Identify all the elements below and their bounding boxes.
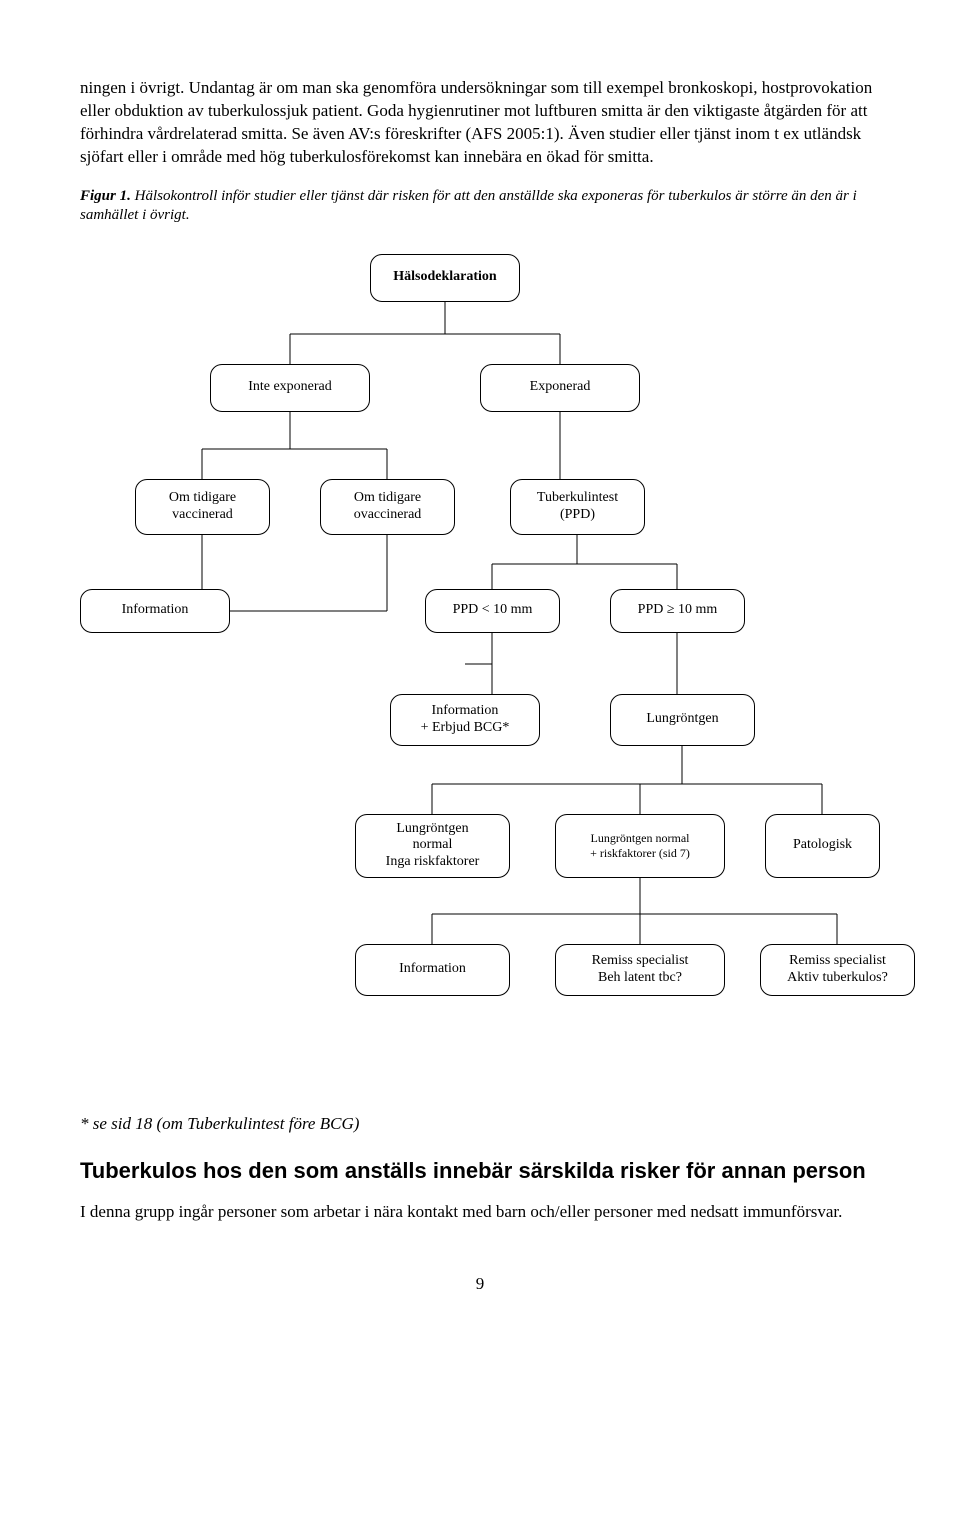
node-vacc: Om tidigarevaccinerad (135, 479, 270, 535)
figure-label: Figur 1. (80, 188, 131, 204)
node-ppdlt: PPD < 10 mm (425, 589, 560, 633)
page-number: 9 (80, 1274, 880, 1294)
node-rem1: Remiss specialistBeh latent tbc? (555, 944, 725, 996)
node-root: Hälsodeklaration (370, 254, 520, 302)
node-notexp: Inte exponerad (210, 364, 370, 412)
intro-paragraph: ningen i övrigt. Undantag är om man ska … (80, 77, 880, 169)
node-ovacc: Om tidigareovaccinerad (320, 479, 455, 535)
node-lrx_ok: LungröntgennormalInga riskfaktorer (355, 814, 510, 878)
figure-caption: Figur 1. Hälsokontroll inför studier ell… (80, 187, 880, 226)
node-lrx: Lungröntgen (610, 694, 755, 746)
node-ppdge: PPD ≥ 10 mm (610, 589, 745, 633)
flowchart: Hälsodeklaration Inte exponerad Exponerad O… (80, 254, 880, 1084)
node-lrx_rf: Lungröntgen normal+ riskfaktorer (sid 7) (555, 814, 725, 878)
figure-caption-text: Hälsokontroll inför studier eller tjänst… (80, 188, 857, 224)
section-body: I denna grupp ingår personer som arbetar… (80, 1201, 880, 1224)
node-exp: Exponerad (480, 364, 640, 412)
node-ppd: Tuberkulintest(PPD) (510, 479, 645, 535)
node-rem2: Remiss specialistAktiv tuberkulos? (760, 944, 915, 996)
node-pato: Patologisk (765, 814, 880, 878)
footnote: * se sid 18 (om Tuberkulintest före BCG) (80, 1114, 880, 1134)
node-info2: Information (355, 944, 510, 996)
node-info1: Information (80, 589, 230, 633)
node-bcg: Information+ Erbjud BCG* (390, 694, 540, 746)
section-heading: Tuberkulos hos den som anställs innebär … (80, 1158, 880, 1184)
